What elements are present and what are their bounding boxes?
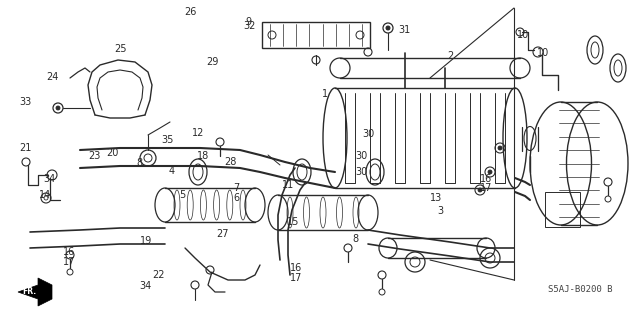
Text: 8: 8 bbox=[352, 234, 358, 244]
Text: 14: 14 bbox=[38, 189, 51, 200]
Text: 23: 23 bbox=[88, 151, 101, 161]
Text: FR.: FR. bbox=[22, 286, 36, 295]
Text: 10: 10 bbox=[517, 30, 530, 40]
Text: 30: 30 bbox=[355, 151, 368, 161]
Text: 30: 30 bbox=[362, 129, 374, 139]
Text: 9: 9 bbox=[245, 17, 252, 27]
Text: S5AJ-B0200 B: S5AJ-B0200 B bbox=[548, 286, 612, 294]
Text: 16: 16 bbox=[289, 263, 302, 273]
Text: 21: 21 bbox=[19, 143, 32, 153]
Text: 11: 11 bbox=[282, 180, 294, 190]
Text: 2: 2 bbox=[447, 51, 453, 61]
Bar bbox=[262, 22, 370, 48]
Text: 5: 5 bbox=[179, 189, 186, 200]
Text: 27: 27 bbox=[216, 228, 229, 239]
Text: 13: 13 bbox=[430, 193, 443, 203]
Text: 34: 34 bbox=[44, 174, 56, 184]
Text: 17: 17 bbox=[63, 256, 76, 267]
Text: 15: 15 bbox=[287, 217, 300, 227]
Text: 4: 4 bbox=[168, 166, 175, 176]
Text: 7: 7 bbox=[234, 183, 240, 193]
Text: 17: 17 bbox=[480, 183, 493, 193]
Circle shape bbox=[56, 106, 60, 110]
Text: 1: 1 bbox=[322, 89, 328, 99]
Circle shape bbox=[498, 146, 502, 150]
Text: 12: 12 bbox=[192, 128, 205, 138]
Text: 25: 25 bbox=[114, 44, 127, 55]
Text: 35: 35 bbox=[161, 135, 174, 145]
Text: 3: 3 bbox=[437, 205, 444, 216]
Bar bbox=[545, 192, 580, 227]
Circle shape bbox=[478, 188, 482, 192]
Text: 30: 30 bbox=[355, 167, 368, 177]
Text: 22: 22 bbox=[152, 270, 165, 280]
Text: 8: 8 bbox=[136, 158, 143, 168]
Text: 20: 20 bbox=[106, 148, 118, 158]
Circle shape bbox=[386, 26, 390, 30]
Text: 6: 6 bbox=[234, 193, 240, 203]
Circle shape bbox=[488, 170, 492, 174]
Text: 28: 28 bbox=[224, 157, 237, 167]
Text: 29: 29 bbox=[206, 57, 219, 67]
Text: 24: 24 bbox=[46, 72, 59, 82]
Polygon shape bbox=[18, 278, 52, 306]
Text: 33: 33 bbox=[19, 97, 32, 107]
Text: 26: 26 bbox=[184, 7, 197, 17]
Text: 16: 16 bbox=[63, 247, 76, 257]
Text: 34: 34 bbox=[140, 280, 152, 291]
Text: 16: 16 bbox=[480, 174, 493, 184]
Text: 19: 19 bbox=[140, 236, 152, 246]
Text: 32: 32 bbox=[243, 21, 256, 31]
Text: 18: 18 bbox=[197, 151, 210, 161]
Text: 10: 10 bbox=[536, 48, 549, 58]
Text: 31: 31 bbox=[398, 25, 411, 35]
Text: 17: 17 bbox=[289, 272, 302, 283]
